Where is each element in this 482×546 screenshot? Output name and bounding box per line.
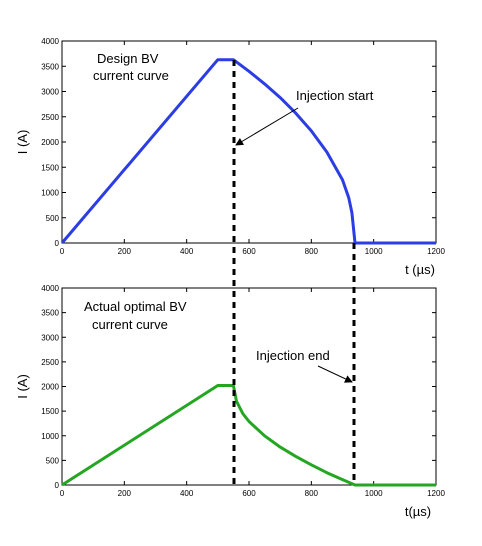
x-axis-label: t (µs) [405, 262, 435, 277]
x-tick-label: 800 [305, 489, 319, 498]
x-tick-label: 1200 [427, 247, 445, 256]
y-axis-label: I (A) [15, 130, 30, 155]
y-tick-label: 2000 [41, 383, 59, 392]
y-tick-label: 4000 [41, 284, 59, 293]
x-tick-label: 0 [60, 247, 65, 256]
top-chart: 0 200 400 600 800 1000 1200 0 500 1000 1500 2000 250… [15, 37, 445, 277]
x-tick-label: 0 [60, 489, 65, 498]
bottom-chart: 0 200 400 600 800 1000 1200 0 500 1000 1500 2000 250… [15, 284, 445, 519]
bottom-annotation-line2: current curve [92, 317, 168, 332]
y-tick-label: 500 [46, 456, 60, 465]
injection-start-label: Injection start [296, 88, 374, 103]
y-tick-label: 3500 [41, 62, 59, 71]
injection-end-arrow [317, 365, 353, 383]
y-tick-label: 2500 [41, 358, 59, 367]
y-tick-label: 1000 [41, 432, 59, 441]
y-tick-label: 2000 [41, 138, 59, 147]
top-annotation-line1: Design BV [97, 51, 159, 66]
y-tick-label: 3000 [41, 333, 59, 342]
x-tick-label: 1000 [365, 247, 383, 256]
x-tick-label: 1000 [365, 489, 383, 498]
bottom-annotation-line1: Actual optimal BV [84, 299, 187, 314]
x-tick-label: 400 [180, 247, 194, 256]
x-tick-label: 800 [305, 247, 319, 256]
x-tick-label: 200 [118, 489, 132, 498]
y-tick-label: 1000 [41, 189, 59, 198]
y-tick-label: 500 [46, 214, 60, 223]
x-tick-label: 600 [242, 489, 256, 498]
y-tick-label: 4000 [41, 37, 59, 46]
top-annotation-line2: current curve [93, 68, 169, 83]
y-tick-label: 1500 [41, 407, 59, 416]
injection-end-label: Injection end [256, 348, 330, 363]
x-tick-label: 200 [118, 247, 132, 256]
y-tick-label: 1500 [41, 163, 59, 172]
series-line [61, 384, 436, 487]
y-tick-label: 0 [55, 239, 60, 248]
y-tick-label: 2500 [41, 113, 59, 122]
y-tick-label: 3000 [41, 88, 59, 97]
y-tick-label: 3500 [41, 309, 59, 318]
x-axis-label: t(µs) [405, 504, 431, 519]
series-line [60, 58, 436, 245]
injection-start-arrow [235, 107, 299, 146]
x-tick-label: 1200 [427, 489, 445, 498]
y-tick-label: 0 [55, 481, 60, 490]
x-tick-label: 600 [242, 247, 256, 256]
y-axis-label: I (A) [15, 374, 30, 399]
x-tick-label: 400 [180, 489, 194, 498]
